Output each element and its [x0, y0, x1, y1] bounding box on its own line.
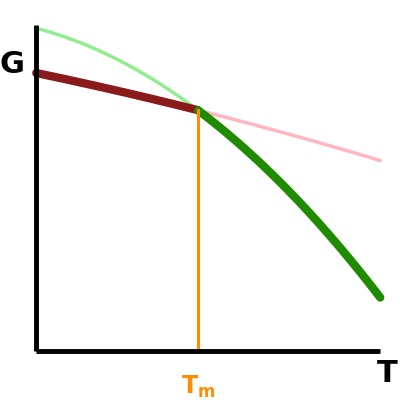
Text: T: T — [377, 359, 398, 388]
Text: G: G — [0, 50, 25, 79]
Text: $\mathbf{T_m}$: $\mathbf{T_m}$ — [181, 373, 215, 400]
